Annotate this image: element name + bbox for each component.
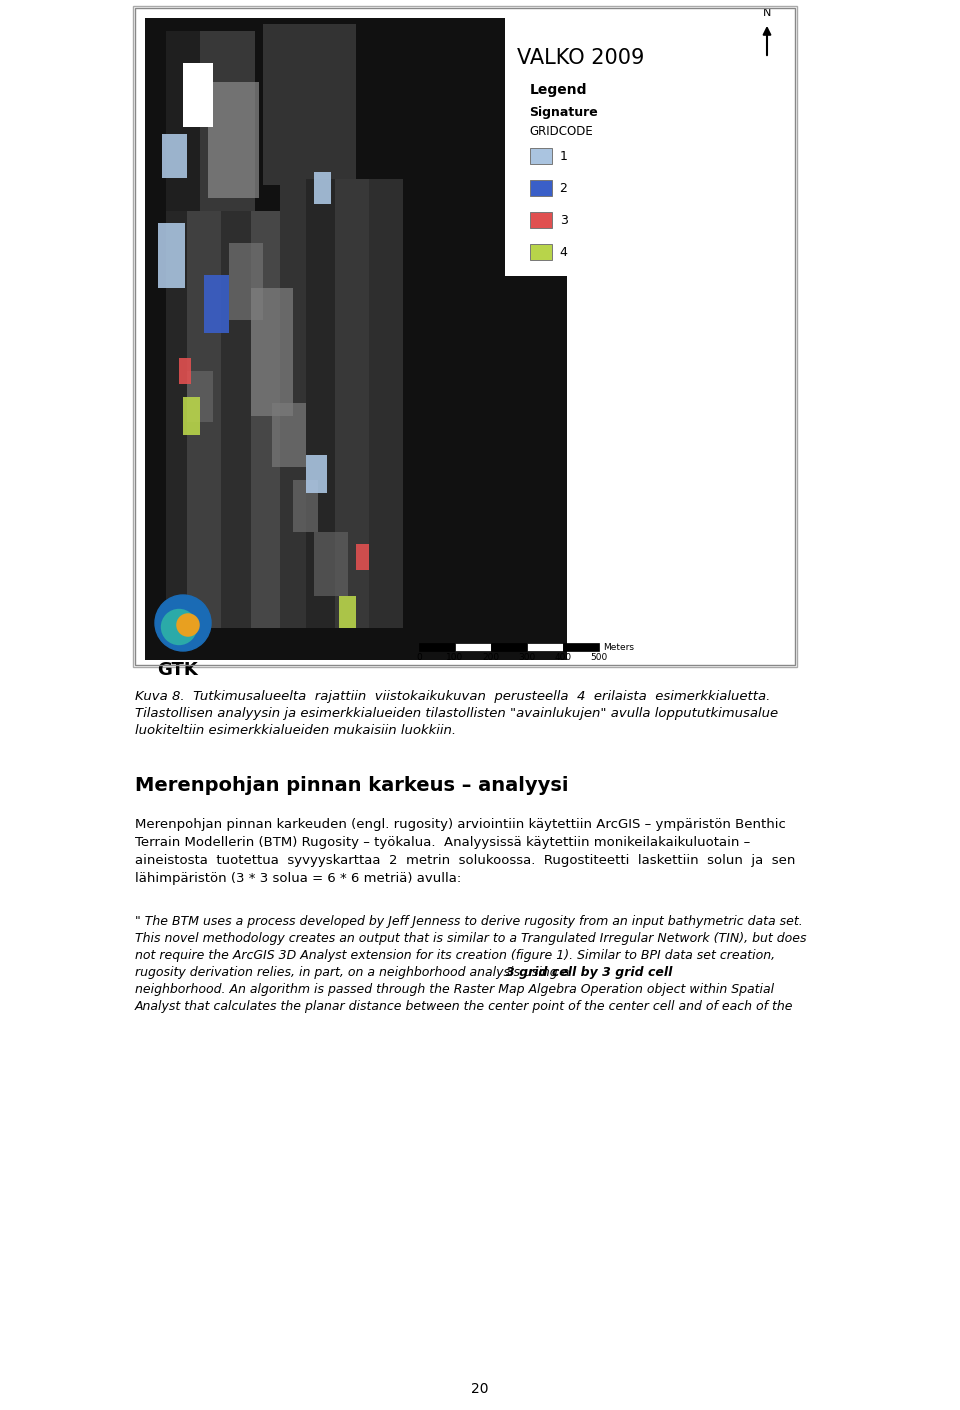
Text: Legend: Legend [530,83,588,97]
Bar [335,179,377,627]
Text: 20: 20 [471,1382,489,1396]
Bar [305,179,339,627]
Bar [280,179,314,627]
Bar [455,643,491,651]
Bar [183,63,212,127]
Bar [263,24,356,185]
Text: Kuva 8.  Tutkimusalueelta  rajattiin  viistokaikukuvan  perusteella  4  erilaist: Kuva 8. Tutkimusalueelta rajattiin viist… [135,689,770,704]
Bar [339,596,356,627]
Text: Tilastollisen analyysin ja esimerkkialueiden tilastollisten "avainlukujen" avull: Tilastollisen analyysin ja esimerkkialue… [135,706,779,721]
Text: N: N [763,8,771,18]
Text: This novel methodology creates an output that is similar to a Trangulated Irregu: This novel methodology creates an output… [135,932,806,945]
Text: Terrain Modellerin (BTM) Rugosity – työkalua.  Analyysissä käytettiin monikeilak: Terrain Modellerin (BTM) Rugosity – työk… [135,836,751,849]
Bar [179,31,254,210]
Text: 3 grid cell by 3 grid cell: 3 grid cell by 3 grid cell [506,966,672,979]
Bar [530,212,552,228]
Bar [135,8,795,666]
Text: 3: 3 [560,213,567,227]
Text: GTK: GTK [157,661,198,680]
Bar [187,210,221,627]
Bar [204,275,229,333]
Bar [419,643,455,651]
Circle shape [161,609,197,646]
Text: 0: 0 [416,653,421,663]
Text: not require the ArcGIS 3D Analyst extension for its creation (figure 1). Similar: not require the ArcGIS 3D Analyst extens… [135,949,775,962]
Text: Meters: Meters [603,643,634,651]
Bar [162,134,187,179]
Text: GRIDCODE: GRIDCODE [530,125,593,138]
Bar [179,358,191,384]
Bar [145,18,567,660]
Text: VALKO 2009: VALKO 2009 [516,48,644,68]
Bar [183,396,200,436]
Bar [530,148,552,164]
Circle shape [155,595,211,651]
Bar [530,180,552,196]
Bar [527,643,563,651]
Bar [530,244,552,259]
Text: 4: 4 [560,245,567,258]
Text: 300: 300 [518,653,536,663]
Bar [229,243,263,320]
Bar [293,481,318,532]
Bar [505,13,781,276]
Circle shape [177,613,200,637]
Bar [157,223,185,288]
Bar [221,210,263,627]
Text: 2: 2 [560,182,567,195]
Bar [208,82,259,197]
Text: Merenpohjan pinnan karkeuden (engl. rugosity) arviointiin käytettiin ArcGIS – ym: Merenpohjan pinnan karkeuden (engl. rugo… [135,818,786,830]
Bar [135,8,795,666]
Text: 200: 200 [482,653,499,663]
Bar [563,643,599,651]
Text: luokiteltiin esimerkkialueiden mukaisiin luokkiin.: luokiteltiin esimerkkialueiden mukaisiin… [135,723,456,737]
Bar [166,210,208,627]
Text: 500: 500 [590,653,608,663]
Text: 400: 400 [554,653,571,663]
Text: neighborhood. An algorithm is passed through the Raster Map Algebra Operation ob: neighborhood. An algorithm is passed thr… [135,983,774,995]
Bar [251,210,284,627]
Text: 100: 100 [446,653,464,663]
Bar [305,454,326,494]
Text: " The BTM uses a process developed by Jeff Jenness to derive rugosity from an in: " The BTM uses a process developed by Je… [135,915,803,928]
Bar [251,288,293,416]
Bar [369,179,402,627]
Text: Signature: Signature [530,106,598,118]
Text: Analyst that calculates the planar distance between the center point of the cent: Analyst that calculates the planar dista… [135,1000,794,1012]
Bar [491,643,527,651]
Text: lähimpäristön (3 * 3 solua = 6 * 6 metriä) avulla:: lähimpäristön (3 * 3 solua = 6 * 6 metri… [135,871,461,885]
Bar [356,544,369,570]
Bar [314,532,348,596]
Bar [272,403,305,467]
Text: Merenpohjan pinnan karkeus – analyysi: Merenpohjan pinnan karkeus – analyysi [135,776,568,795]
Text: 1: 1 [560,149,567,162]
Text: aineistosta  tuotettua  syvyyskarttaa  2  metrin  solukoossa.  Rugostiteetti  la: aineistosta tuotettua syvyyskarttaa 2 me… [135,854,796,867]
Bar [314,172,331,204]
Bar [166,31,200,210]
Bar [133,6,797,667]
Text: rugosity derivation relies, in part, on a neighborhood analysis using a: rugosity derivation relies, in part, on … [135,966,573,979]
Bar [187,371,212,423]
